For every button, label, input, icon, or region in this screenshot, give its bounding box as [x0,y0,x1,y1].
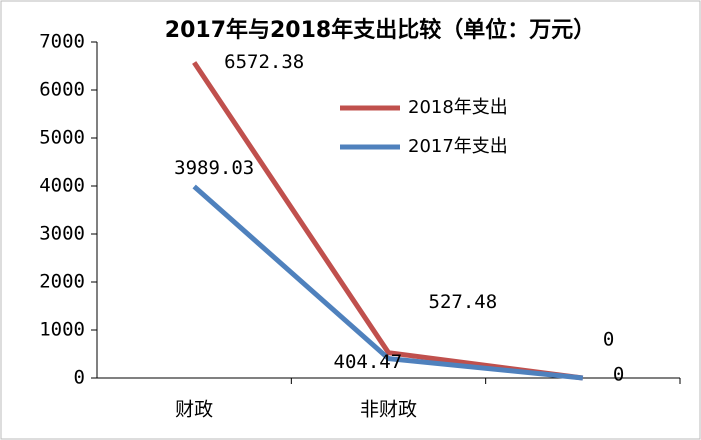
y-tick-label: 6000 [39,79,85,101]
legend-label: 2017年支出 [408,136,508,157]
y-tick-label: 0 [74,367,85,389]
x-tick-label: 财政 [175,399,213,421]
data-label: 0 [613,364,624,386]
data-label: 0 [603,329,614,351]
data-label: 404.47 [334,351,403,373]
data-label: 3989.03 [174,157,254,179]
chart-title: 2017年与2018年支出比较（单位：万元） [164,18,596,43]
y-tick-label: 3000 [39,223,85,245]
y-tick-label: 2000 [39,271,85,293]
series-line [192,184,584,381]
y-tick-label: 1000 [39,319,85,341]
data-label: 527.48 [429,291,498,313]
y-tick-label: 7000 [39,31,85,53]
y-tick-label: 5000 [39,127,85,149]
legend-label: 2018年支出 [408,97,508,118]
data-label: 6572.38 [224,51,304,73]
y-tick-label: 4000 [39,175,85,197]
x-tick-label: 非财政 [360,399,417,421]
